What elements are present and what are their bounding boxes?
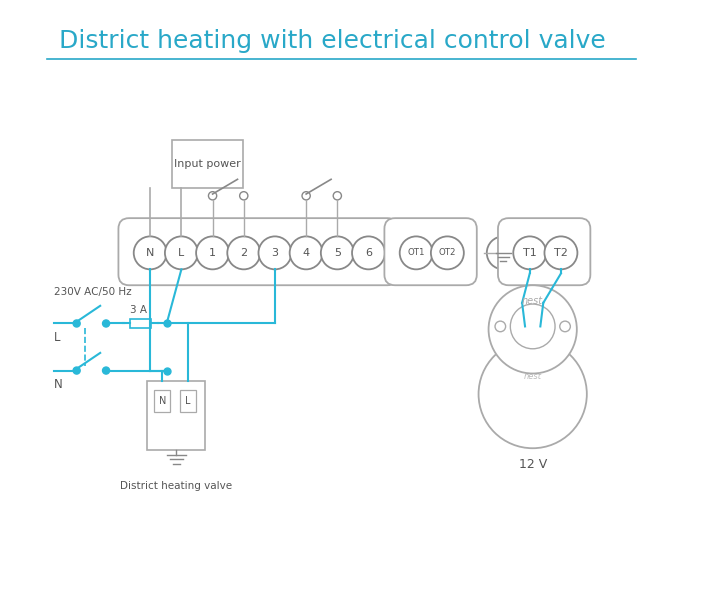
Circle shape	[73, 320, 80, 327]
Circle shape	[400, 236, 432, 269]
Circle shape	[478, 340, 587, 448]
FancyBboxPatch shape	[384, 218, 477, 285]
Text: nest: nest	[522, 296, 543, 306]
Circle shape	[488, 285, 577, 374]
Text: Input power: Input power	[174, 159, 241, 169]
FancyBboxPatch shape	[147, 381, 205, 450]
Text: N: N	[146, 248, 154, 258]
Circle shape	[487, 236, 520, 269]
FancyBboxPatch shape	[498, 218, 590, 285]
FancyBboxPatch shape	[154, 390, 170, 412]
Text: L: L	[178, 248, 184, 258]
Circle shape	[495, 321, 506, 331]
FancyBboxPatch shape	[130, 320, 151, 328]
Text: District heating valve: District heating valve	[120, 482, 232, 491]
Text: N: N	[55, 378, 63, 391]
Circle shape	[560, 321, 570, 331]
Circle shape	[513, 236, 546, 269]
Circle shape	[333, 192, 341, 200]
Text: District heating with electrical control valve: District heating with electrical control…	[59, 29, 606, 53]
Text: 12 V: 12 V	[518, 458, 547, 471]
Text: 3 A: 3 A	[130, 305, 146, 315]
Text: T2: T2	[554, 248, 568, 258]
Text: 4: 4	[303, 248, 309, 258]
Circle shape	[302, 192, 310, 200]
Text: 230V AC/50 Hz: 230V AC/50 Hz	[55, 287, 132, 297]
Circle shape	[290, 236, 323, 269]
Circle shape	[321, 236, 354, 269]
Circle shape	[510, 304, 555, 349]
Circle shape	[352, 236, 385, 269]
FancyBboxPatch shape	[180, 390, 197, 412]
Circle shape	[196, 236, 229, 269]
Circle shape	[431, 236, 464, 269]
Text: 5: 5	[334, 248, 341, 258]
Text: 1: 1	[209, 248, 216, 258]
Circle shape	[134, 236, 167, 269]
Text: OT1: OT1	[408, 248, 425, 257]
Text: T1: T1	[523, 248, 537, 258]
FancyBboxPatch shape	[119, 218, 398, 285]
Circle shape	[240, 192, 248, 200]
Circle shape	[103, 320, 110, 327]
Circle shape	[103, 367, 110, 374]
Text: 3: 3	[272, 248, 278, 258]
Text: N: N	[159, 396, 166, 406]
Text: OT2: OT2	[438, 248, 456, 257]
Circle shape	[208, 192, 217, 200]
Circle shape	[73, 367, 80, 374]
Circle shape	[165, 236, 198, 269]
Text: L: L	[186, 396, 191, 406]
Circle shape	[258, 236, 291, 269]
Circle shape	[227, 236, 260, 269]
Text: nest: nest	[523, 372, 542, 381]
FancyBboxPatch shape	[172, 140, 242, 188]
Text: 6: 6	[365, 248, 372, 258]
Text: 2: 2	[240, 248, 248, 258]
Text: L: L	[55, 331, 60, 344]
Circle shape	[545, 236, 577, 269]
